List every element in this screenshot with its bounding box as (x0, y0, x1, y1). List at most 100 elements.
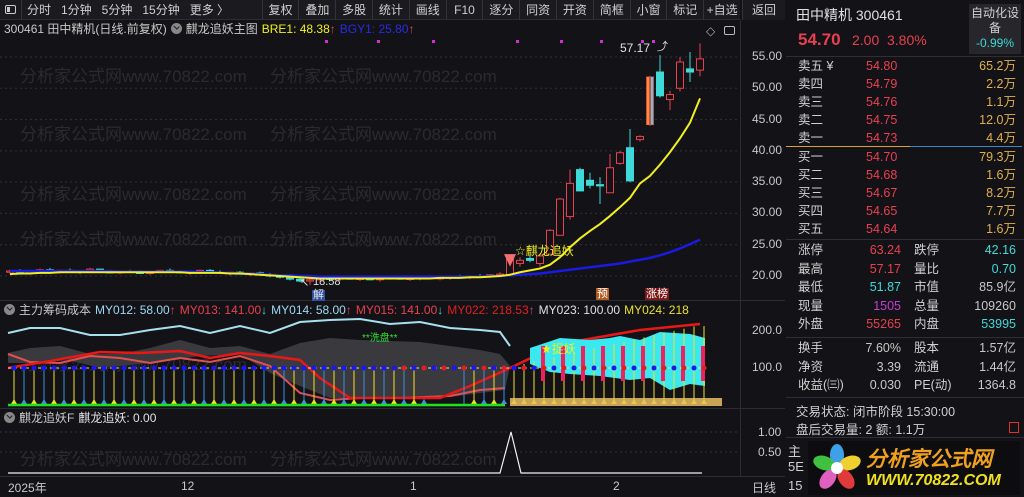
stat-value: 53995 (981, 317, 1016, 331)
toolbar-button[interactable]: 复权 (261, 0, 299, 20)
period-tab[interactable]: 5分钟 (101, 2, 133, 17)
toolbar-button[interactable]: 逐分 (482, 0, 519, 20)
indicator1-value: MY015: 141.00↓ (356, 302, 443, 318)
ind2-axis-label: 0.50 (758, 445, 782, 459)
ind2-axis-label: 1.00 (758, 425, 782, 439)
jie-label: 解 (312, 289, 325, 301)
value-text: MY014: 58.00 (271, 303, 346, 317)
period-tab[interactable]: 15分钟 (142, 2, 180, 17)
collapse-icon[interactable] (4, 304, 15, 315)
toolbar-button[interactable]: 开资 (556, 0, 593, 20)
stat-label: 最低 (798, 280, 824, 294)
chart-icon[interactable] (1009, 422, 1019, 433)
level-volume: 1.6万 (986, 222, 1016, 236)
collapse-icon[interactable] (170, 23, 182, 34)
stat-row: 净资 3.39 流通 1.44亿 (786, 358, 1022, 376)
toolbar-button[interactable]: 标记 (666, 0, 703, 20)
industry-box[interactable]: 自动化设备 -0.99% (969, 4, 1021, 54)
toolbar-button[interactable]: 统计 (372, 0, 409, 20)
level-label: 卖五 ¥ (798, 59, 834, 73)
indicator1-legend: 主力筹码成本 MY012: 58.00↑ MY013: 141.00↓ MY014:… (4, 302, 689, 318)
value-text: MY024: 218 (624, 303, 689, 317)
level-price: 54.68 (866, 168, 898, 182)
stat-label: 跌停 (914, 243, 940, 257)
stat-label: 净资 (798, 359, 824, 374)
period-tab[interactable]: 分时 (26, 2, 51, 17)
stat-value: 1.57亿 (979, 341, 1016, 355)
order-level: 卖四 54.79 2.2万 (786, 75, 1022, 93)
candle (586, 172, 594, 189)
industry-pct: -0.99% (975, 36, 1015, 50)
cost-top-line (7, 318, 511, 347)
stat-value: 0.030 (869, 378, 901, 392)
last-price: 54.70 (798, 30, 841, 49)
diamond-icon[interactable]: ◇ (706, 24, 716, 38)
date-label: 2025年 (8, 481, 47, 495)
toolbar-button[interactable]: 简框 (592, 0, 630, 20)
main-cost-line (7, 322, 701, 400)
period-tab[interactable]: 1分钟 (60, 2, 92, 17)
indicator1-name[interactable]: 主力筹码成本 (19, 303, 92, 317)
price-axis-label: 50.00 (752, 80, 783, 95)
collapse-icon[interactable] (4, 412, 15, 423)
candlestick-chart[interactable] (0, 0, 740, 300)
stat-value: 1.44亿 (979, 359, 1016, 374)
price-axis-label: 35.00 (752, 174, 783, 189)
stat-value: 7.60% (865, 341, 901, 355)
zhangbang-label: 涨榜 (645, 288, 669, 300)
stat-value: 1505 (873, 298, 901, 313)
indicator2-legend: 麒龙追妖F 麒龙追妖: 0.00 (4, 410, 156, 426)
candle (676, 57, 684, 92)
toolbar-button[interactable]: 画线 (408, 0, 446, 20)
stat-row: 换手 7.60% 股本 1.57亿 (786, 339, 1022, 357)
price-axis-label: 40.00 (752, 142, 783, 157)
candle (596, 177, 604, 205)
candle (696, 43, 704, 77)
level-volume: 1.6万 (986, 168, 1016, 182)
panel-toggle-icon[interactable] (0, 0, 22, 20)
signal-dot (600, 40, 603, 43)
level-volume: 4.4万 (986, 131, 1016, 145)
indicator1-value: MY013: 141.00↓ (180, 302, 267, 318)
trade-status: 交易状态: 闭市阶段 15:30:00 (796, 405, 956, 419)
period-label[interactable]: 日线 (752, 481, 777, 495)
qilong-indicator[interactable] (0, 408, 740, 476)
arrow-icon: ⤴ (657, 41, 668, 53)
order-level: 卖二 54.75 12.0万 (786, 111, 1022, 129)
toolbar-button[interactable]: +自选 (703, 0, 740, 20)
logo-text-en: WWW.70822.COM (866, 472, 1001, 489)
toolbar-button[interactable]: 多股 (335, 0, 372, 20)
level-price: 54.76 (866, 95, 898, 109)
signal-dot (652, 40, 655, 43)
level-label: 卖二 (798, 113, 824, 127)
candle (516, 257, 524, 267)
partial-row: 主 (788, 444, 802, 459)
toolbar-button[interactable]: F10 (445, 0, 483, 20)
level-price: 54.64 (866, 222, 898, 236)
indicator1-value: MY012: 58.00↑ (95, 302, 176, 318)
toolbar-button[interactable]: 小窗 (629, 0, 667, 20)
indicator-name[interactable]: 麒龙追妖主图 (185, 22, 258, 36)
indicator2-name[interactable]: 麒龙追妖F (19, 411, 75, 425)
signal-dot (641, 40, 644, 43)
order-level: 买三 54.67 8.2万 (786, 184, 1022, 202)
toolbar-button[interactable]: 同资 (519, 0, 556, 20)
period-tab[interactable]: 更多 〉 (189, 2, 230, 17)
panel-icon[interactable] (724, 26, 735, 35)
yu-label: 预 (596, 288, 609, 300)
chip-cost-indicator[interactable] (0, 318, 740, 408)
back-button[interactable]: 返回 (742, 0, 785, 20)
level-label: 买二 (798, 168, 824, 182)
date-label: 12 (181, 479, 195, 493)
toolbar-button[interactable]: 叠加 (298, 0, 335, 20)
pane-divider (0, 476, 785, 477)
stat-label: 收益(㈢) (798, 378, 844, 392)
date-label: 2 (613, 479, 620, 493)
stat-value: 85.9亿 (979, 280, 1016, 294)
price-axis-label: 30.00 (752, 205, 783, 220)
price-axis-label: 20.00 (752, 267, 783, 282)
value-text: MY012: 58.00 (95, 303, 170, 317)
up-arrow-icon: ↑ (329, 22, 336, 36)
flower-logo-icon (813, 444, 861, 489)
signal-dot (432, 40, 435, 43)
